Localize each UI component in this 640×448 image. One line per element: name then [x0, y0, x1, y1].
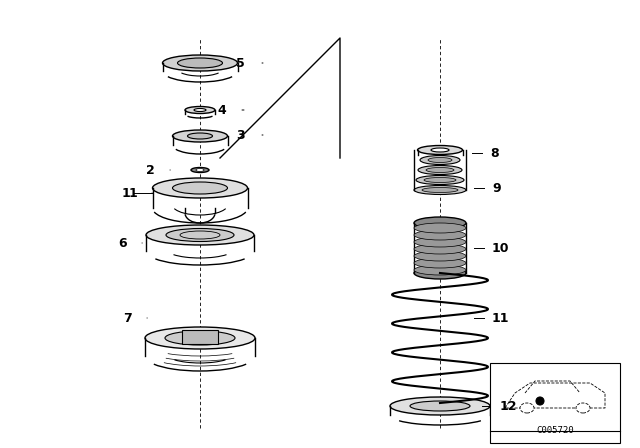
Ellipse shape: [576, 403, 590, 413]
Ellipse shape: [414, 230, 466, 240]
Ellipse shape: [414, 185, 466, 194]
Ellipse shape: [414, 265, 466, 275]
Ellipse shape: [146, 225, 254, 245]
Ellipse shape: [414, 223, 466, 233]
Polygon shape: [182, 330, 218, 344]
Ellipse shape: [410, 401, 470, 411]
Text: 6: 6: [118, 237, 127, 250]
Ellipse shape: [417, 146, 463, 155]
Ellipse shape: [414, 251, 466, 261]
Ellipse shape: [194, 108, 206, 112]
Bar: [490, 363, 620, 443]
Ellipse shape: [418, 165, 462, 175]
Ellipse shape: [414, 258, 466, 268]
Ellipse shape: [520, 403, 534, 413]
Text: 7: 7: [124, 311, 132, 324]
Text: 5: 5: [236, 56, 245, 69]
Ellipse shape: [163, 55, 237, 71]
Ellipse shape: [420, 155, 460, 164]
Text: 8: 8: [490, 146, 499, 159]
Ellipse shape: [422, 188, 458, 193]
Ellipse shape: [428, 158, 452, 163]
Text: 9: 9: [492, 181, 500, 194]
Ellipse shape: [431, 148, 449, 152]
Text: 1: 1: [121, 186, 130, 199]
Text: 10: 10: [492, 241, 509, 254]
Ellipse shape: [416, 176, 464, 185]
Ellipse shape: [196, 168, 204, 172]
Ellipse shape: [177, 58, 223, 68]
Text: 11: 11: [492, 311, 509, 324]
Ellipse shape: [185, 107, 215, 113]
Text: 3: 3: [236, 129, 245, 142]
Ellipse shape: [414, 267, 466, 279]
Ellipse shape: [173, 182, 227, 194]
Ellipse shape: [166, 228, 234, 241]
Ellipse shape: [414, 244, 466, 254]
Text: 1: 1: [128, 186, 137, 199]
Ellipse shape: [426, 168, 454, 172]
Text: 12: 12: [500, 400, 518, 413]
Ellipse shape: [414, 237, 466, 247]
Ellipse shape: [188, 133, 212, 139]
Ellipse shape: [424, 177, 456, 182]
Ellipse shape: [191, 168, 209, 172]
Ellipse shape: [173, 130, 227, 142]
Text: 2: 2: [147, 164, 155, 177]
Ellipse shape: [390, 397, 490, 415]
Ellipse shape: [145, 327, 255, 349]
Ellipse shape: [536, 397, 544, 405]
Ellipse shape: [152, 178, 248, 198]
Ellipse shape: [165, 331, 235, 345]
Text: 4: 4: [217, 103, 226, 116]
Ellipse shape: [414, 217, 466, 229]
Text: C005720: C005720: [536, 426, 574, 435]
